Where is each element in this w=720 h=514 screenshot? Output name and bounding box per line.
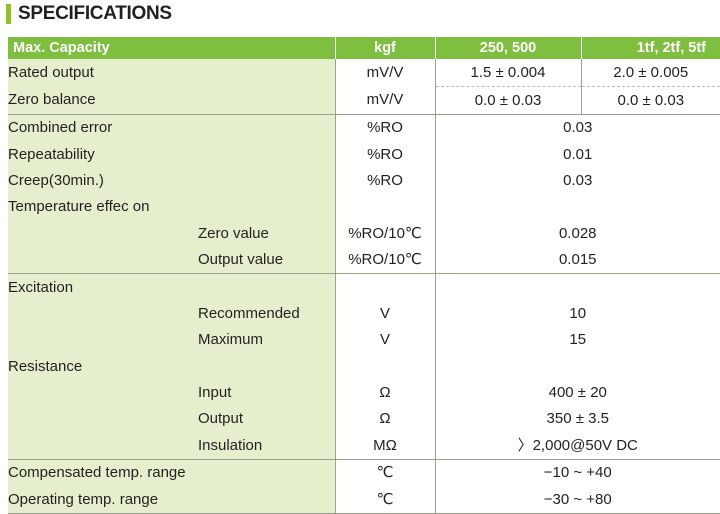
row-label: Output value bbox=[8, 246, 335, 275]
row-unit: MΩ bbox=[334, 432, 436, 461]
row-label: Operating temp. range bbox=[8, 486, 335, 514]
row-value: 0.015 bbox=[435, 246, 720, 275]
row-value-b: 0.0 ± 0.03 bbox=[581, 86, 720, 115]
table-row: Insulation MΩ 〉2,000@50V DC bbox=[8, 432, 720, 461]
table-row: Repeatability %RO 0.01 bbox=[8, 141, 720, 168]
header-col-b: 1tf, 2tf, 5tf bbox=[581, 37, 720, 59]
row-label: Output bbox=[8, 406, 335, 433]
row-label: Insulation bbox=[8, 432, 335, 461]
row-unit: %RO bbox=[334, 167, 436, 195]
row-label: Excitation bbox=[8, 273, 335, 301]
table-row: Input Ω 400 ± 20 bbox=[8, 379, 720, 407]
table-row: Zero value %RO/10℃ 0.028 bbox=[8, 220, 720, 247]
row-unit: mV/V bbox=[334, 86, 436, 115]
header-label: Max. Capacity bbox=[8, 37, 336, 59]
row-label: Combined error bbox=[8, 114, 335, 142]
header-unit: kgf bbox=[335, 37, 436, 59]
row-value: −10 ~ +40 bbox=[543, 464, 612, 482]
sub-label: Zero value bbox=[198, 224, 269, 242]
table-row: Maximum V 15 bbox=[8, 327, 720, 354]
row-value: −30 ~ +80 bbox=[435, 486, 720, 514]
sub-label: Input bbox=[198, 384, 232, 402]
row-value: 0.01 bbox=[563, 145, 593, 163]
sub-label: Output bbox=[198, 410, 244, 428]
row-value: 10 bbox=[569, 304, 587, 322]
row-value bbox=[435, 354, 720, 380]
table-row: Output value %RO/10℃ 0.015 bbox=[8, 246, 720, 275]
table-row: Recommended V 10 bbox=[8, 300, 720, 328]
row-unit: %RO bbox=[334, 114, 436, 142]
table-row: Output Ω 350 ± 3.5 bbox=[8, 406, 720, 433]
row-value: 0.03 bbox=[563, 119, 593, 137]
table-row: Operating temp. range ℃ −30 ~ +80 bbox=[8, 486, 720, 514]
row-label: Resistance bbox=[8, 353, 335, 380]
row-label: Recommended bbox=[8, 300, 335, 328]
row-value: 15 bbox=[569, 331, 587, 349]
row-value: 0.03 bbox=[563, 171, 593, 189]
row-unit: V bbox=[334, 327, 436, 354]
table-row: Zero balance mV/V 0.0 ± 0.03 0.0 ± 0.03 bbox=[8, 86, 720, 115]
sub-label: Maximum bbox=[198, 331, 264, 349]
table-row: Creep(30min.) %RO 0.03 bbox=[8, 167, 720, 195]
sub-label: Output value bbox=[198, 251, 284, 269]
table-row: Combined error %RO 0.03 bbox=[8, 114, 720, 142]
row-label: Zero balance bbox=[8, 86, 335, 115]
table-row: Temperature effec on bbox=[8, 194, 720, 221]
row-unit: Ω bbox=[334, 406, 436, 433]
row-label: Input bbox=[8, 379, 335, 407]
row-value bbox=[435, 274, 720, 301]
row-value: 0.028 bbox=[558, 224, 597, 242]
page-title: SPECIFICATIONS bbox=[18, 3, 172, 24]
header-col-a: 250, 500 bbox=[435, 37, 582, 59]
row-unit: V bbox=[334, 300, 436, 328]
spec-table: Max. Capacity kgf 250, 500 1tf, 2tf, 5tf… bbox=[8, 37, 720, 514]
row-value-a: 1.5 ± 0.004 bbox=[435, 59, 582, 87]
row-value: 〉2,000@50V DC bbox=[435, 432, 720, 461]
row-label: Repeatability bbox=[8, 141, 335, 168]
row-value bbox=[435, 194, 720, 220]
table-row: Resistance bbox=[8, 353, 720, 380]
row-unit bbox=[334, 194, 436, 221]
row-label: Temperature effec on bbox=[8, 194, 335, 221]
row-unit: %RO/10℃ bbox=[334, 246, 436, 275]
title-accent-bar bbox=[6, 4, 11, 24]
table-row: Excitation bbox=[8, 273, 720, 301]
row-value-b: 2.0 ± 0.005 bbox=[581, 59, 720, 87]
row-unit: Ω bbox=[334, 379, 436, 407]
sub-label: Insulation bbox=[198, 436, 263, 454]
row-label: Compensated temp. range bbox=[8, 459, 335, 487]
table-row: Compensated temp. range ℃ −10 ~ +40 bbox=[8, 459, 720, 487]
sub-label: Recommended bbox=[198, 304, 300, 322]
row-unit: %RO/10℃ bbox=[334, 220, 436, 247]
row-label: Maximum bbox=[8, 327, 335, 354]
header-row: Max. Capacity kgf 250, 500 1tf, 2tf, 5tf bbox=[8, 37, 720, 59]
row-unit: ℃ bbox=[334, 459, 436, 487]
row-value: 400 ± 20 bbox=[548, 384, 607, 402]
row-unit bbox=[334, 273, 436, 301]
row-label: Creep(30min.) bbox=[8, 167, 335, 195]
row-unit bbox=[334, 353, 436, 380]
table-row: Rated output mV/V 1.5 ± 0.004 2.0 ± 0.00… bbox=[8, 59, 720, 87]
row-unit: mV/V bbox=[334, 59, 436, 87]
row-value-a: 0.0 ± 0.03 bbox=[435, 86, 582, 115]
row-label: Zero value bbox=[8, 220, 335, 247]
row-unit: ℃ bbox=[334, 486, 436, 514]
row-value: 350 ± 3.5 bbox=[546, 410, 609, 428]
row-label: Rated output bbox=[8, 59, 335, 87]
row-unit: %RO bbox=[334, 141, 436, 168]
